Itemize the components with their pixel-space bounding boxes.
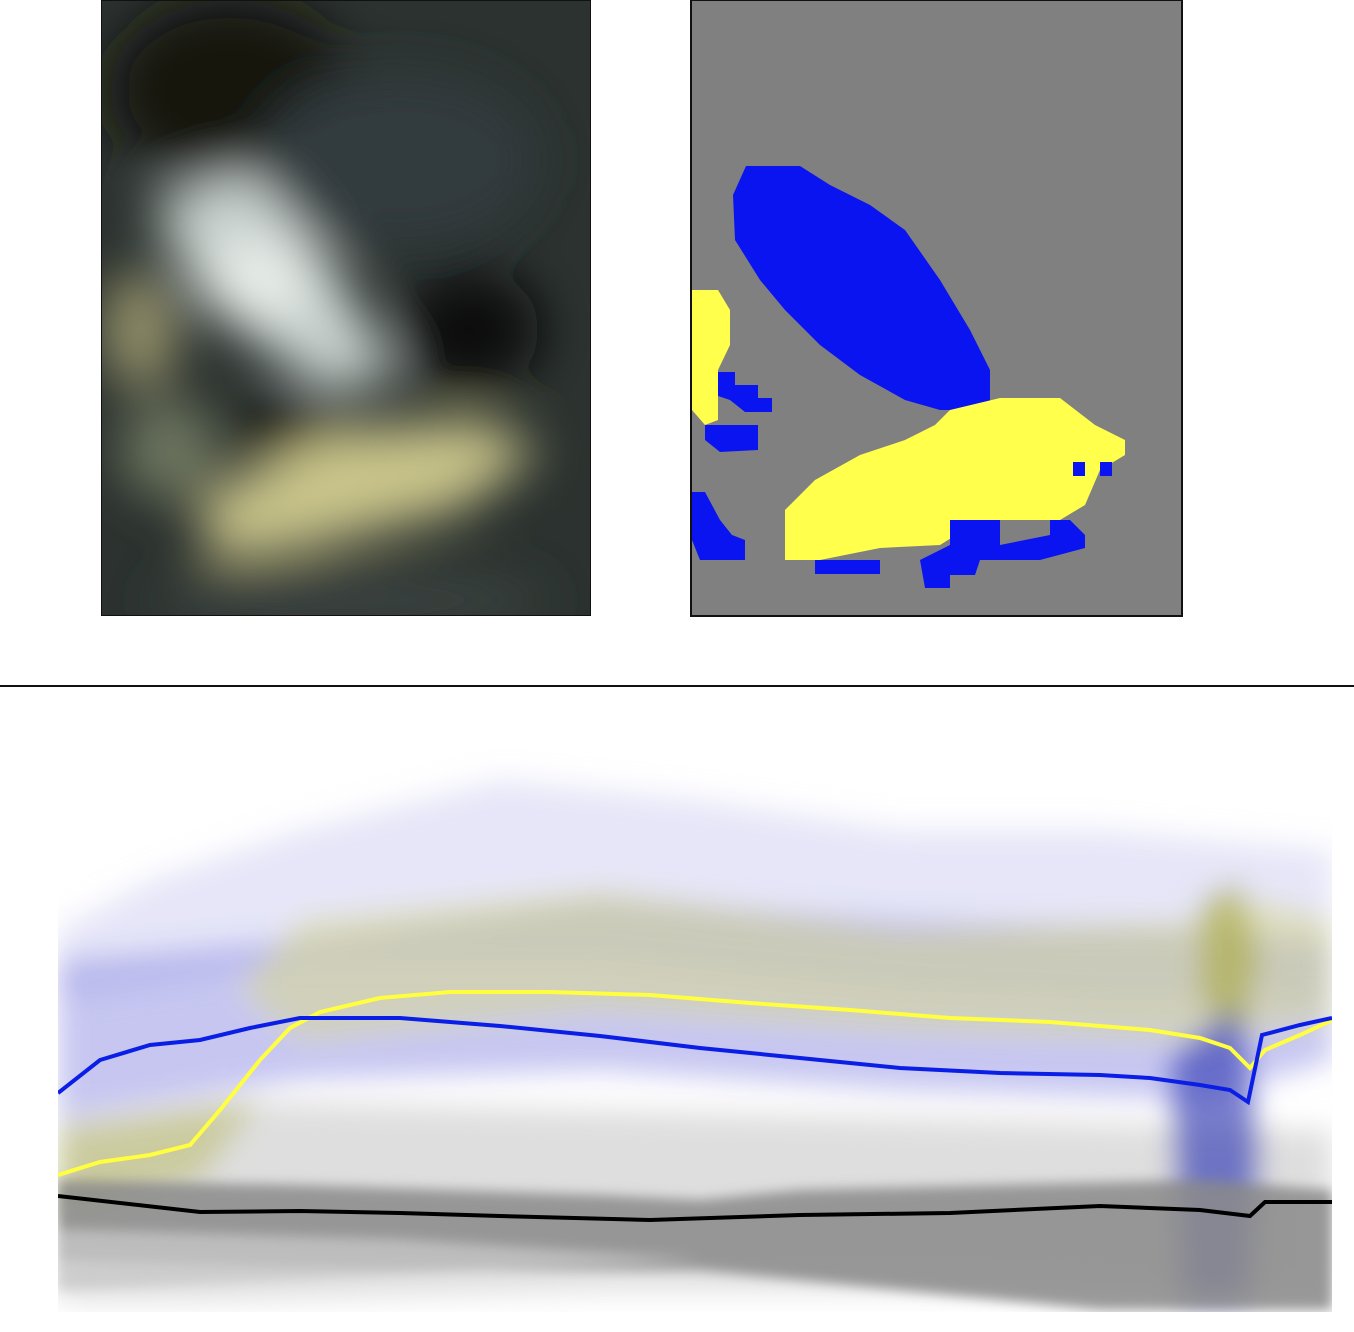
photo-panel xyxy=(101,0,591,616)
yellow-shape xyxy=(200,420,540,560)
segmentation-panel xyxy=(690,0,1183,617)
blue-region xyxy=(705,425,758,452)
blue-region xyxy=(692,492,745,560)
yellow-trace xyxy=(58,990,1332,1177)
panel-frame xyxy=(690,0,1183,617)
gray-band-fill xyxy=(58,1230,700,1290)
blue-region xyxy=(718,372,772,412)
shadow xyxy=(400,270,540,390)
yellow-region xyxy=(785,398,1125,560)
region xyxy=(260,70,540,250)
blue-region xyxy=(1100,462,1112,476)
blue-region xyxy=(815,560,880,574)
blue-trace xyxy=(58,1016,1332,1106)
region xyxy=(120,400,220,500)
blue-region xyxy=(1073,462,1085,476)
photo-content xyxy=(101,0,550,616)
blue-region xyxy=(733,166,990,410)
region xyxy=(101,270,180,390)
yellow-haze xyxy=(1200,880,1260,1030)
yellow-haze xyxy=(240,890,1332,1040)
yellow-region xyxy=(692,290,730,425)
black-trace xyxy=(58,1194,1332,1223)
trace-panel xyxy=(58,780,1332,1310)
highlight xyxy=(210,240,310,320)
blue-region xyxy=(920,520,1085,588)
region xyxy=(150,570,550,616)
